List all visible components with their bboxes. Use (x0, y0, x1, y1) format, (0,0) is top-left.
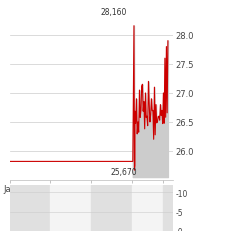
Bar (10, 185, 50, 231)
Text: 25,670: 25,670 (111, 168, 137, 177)
Bar (50, 185, 91, 231)
Text: 28,160: 28,160 (100, 8, 126, 17)
Bar (132, 185, 163, 231)
Bar (91, 185, 132, 231)
Bar (163, 185, 173, 231)
